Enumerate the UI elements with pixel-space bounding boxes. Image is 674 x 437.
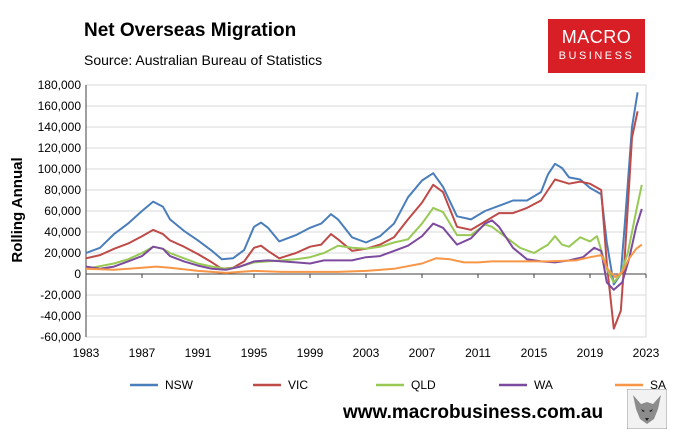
y-tick-label: 0 [74,267,81,281]
axes [85,85,647,337]
y-tick-label: -60,000 [40,330,81,344]
y-tick-label: 100,000 [38,162,82,176]
chart-source: Source: Australian Bureau of Statistics [84,52,323,68]
logo-line-1: MACRO [561,27,632,47]
y-tick-label: 140,000 [38,120,82,134]
series-line-wa [85,208,643,291]
y-tick-label: 40,000 [44,225,81,239]
x-tick-label: 2003 [353,346,380,360]
x-tick-label: 2019 [577,346,604,360]
y-tick-labels: -60,000 -40,000 -20,000 0 20,000 40,000 60,000… [38,78,82,344]
legend-label-qld: QLD [411,378,436,392]
footer-url: www.macrobusiness.com.au [343,402,604,423]
series-line-vic [85,111,639,330]
x-tick-label: 1987 [129,346,156,360]
y-tick-label: 160,000 [38,99,82,113]
series-lines [85,92,643,330]
legend-label-nsw: NSW [165,378,194,392]
y-axis-title: Rolling Annual [9,157,26,262]
macrobusiness-logo: MACRO BUSINESS [548,19,645,73]
series-line-sa [85,243,643,279]
legend-label-vic: VIC [288,378,308,392]
series-line-qld [85,184,643,284]
legend-label-wa: WA [534,378,553,392]
chart-title: Net Overseas Migration [84,20,297,41]
gridlines [85,84,647,338]
y-tick-label: 20,000 [44,246,81,260]
series-line-nsw [85,92,639,286]
x-tick-label: 1995 [241,346,268,360]
y-tick-label: 60,000 [44,204,81,218]
fox-logo-icon [627,389,667,429]
y-tick-label: 120,000 [38,141,82,155]
x-tick-label: 1999 [297,346,324,360]
x-tick-label: 1983 [73,346,100,360]
y-tick-label: 180,000 [38,78,82,92]
logo-line-2: BUSINESS [558,50,635,62]
x-tick-label: 2023 [633,346,660,360]
x-tick-label: 1991 [185,346,212,360]
x-tick-label: 2011 [465,346,491,360]
x-tick-label: 2015 [521,346,548,360]
y-tick-label: -20,000 [40,288,81,302]
y-tick-label: -40,000 [40,309,81,323]
x-tick-labels: 1983 1987 1991 1995 1999 2003 2007 2011 2015 2019… [73,346,660,360]
x-tick-label: 2007 [409,346,436,360]
y-tick-label: 80,000 [44,183,81,197]
legend: NSW VIC QLD WA SA [130,378,666,392]
